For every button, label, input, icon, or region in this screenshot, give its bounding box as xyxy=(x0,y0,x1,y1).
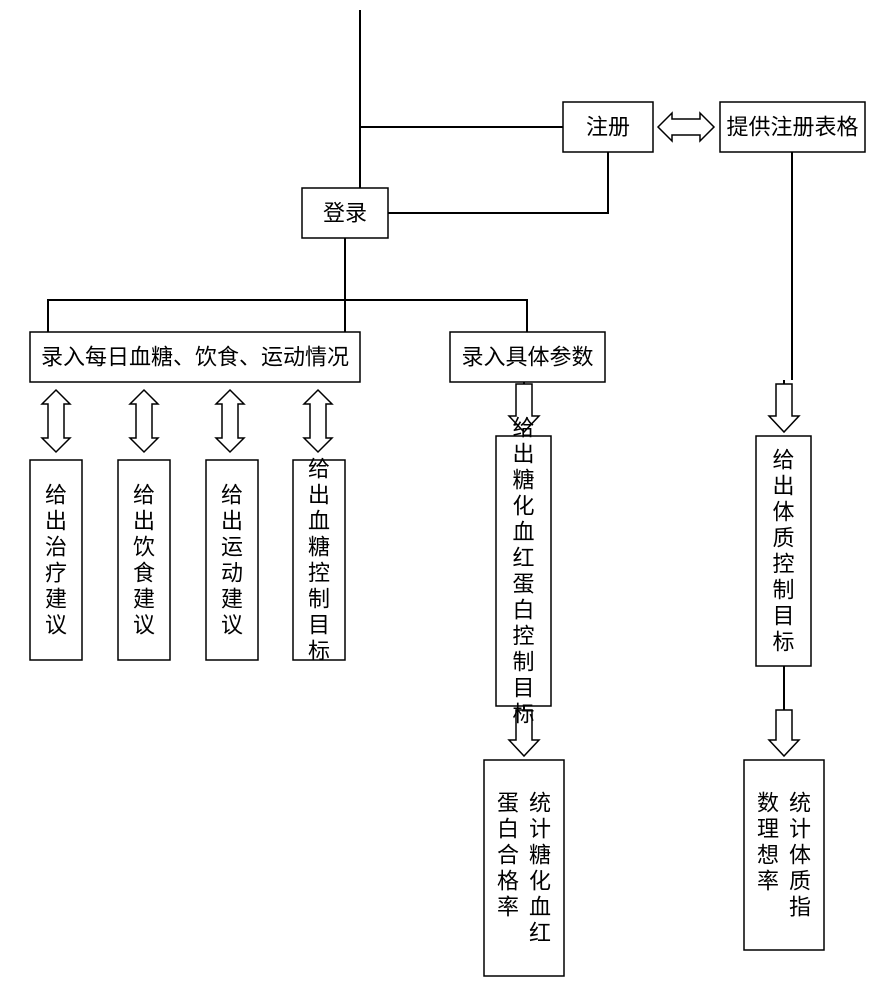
label-enter_daily: 录入每日血糖、饮食、运动情况 xyxy=(41,345,349,370)
node-treat_adv: 给出治疗建议 xyxy=(30,460,82,660)
label-sport_adv: 给出运动建议 xyxy=(221,483,243,638)
label-hba1c_target: 给出糖化血红蛋白控制目标 xyxy=(512,416,534,727)
node-sport_adv: 给出运动建议 xyxy=(206,460,258,660)
node-hba1c_target: 给出糖化血红蛋白控制目标 xyxy=(496,416,551,727)
node-bmi_rate: 统计体质指数理想率 xyxy=(744,760,824,950)
node-register: 注册 xyxy=(563,102,653,152)
label-sugar_target: 给出血糖控制目标 xyxy=(308,457,330,664)
label-register: 注册 xyxy=(586,115,630,140)
node-provide_form: 提供注册表格 xyxy=(720,102,865,152)
label-diet_adv: 给出饮食建议 xyxy=(133,483,155,638)
node-enter_params: 录入具体参数 xyxy=(450,332,605,382)
node-login: 登录 xyxy=(302,188,388,238)
node-sugar_target: 给出血糖控制目标 xyxy=(293,457,345,664)
node-diet_adv: 给出饮食建议 xyxy=(118,460,170,660)
node-bmi_target: 给出体质控制目标 xyxy=(756,436,811,666)
label-bmi_target: 给出体质控制目标 xyxy=(772,448,794,655)
label-treat_adv: 给出治疗建议 xyxy=(45,483,67,638)
node-enter_daily: 录入每日血糖、饮食、运动情况 xyxy=(30,332,360,382)
label-login: 登录 xyxy=(323,201,367,226)
node-hba1c_rate: 统计糖化血红蛋白合格率 xyxy=(484,760,564,976)
label-provide_form: 提供注册表格 xyxy=(726,115,858,140)
label-enter_params: 录入具体参数 xyxy=(461,345,593,370)
